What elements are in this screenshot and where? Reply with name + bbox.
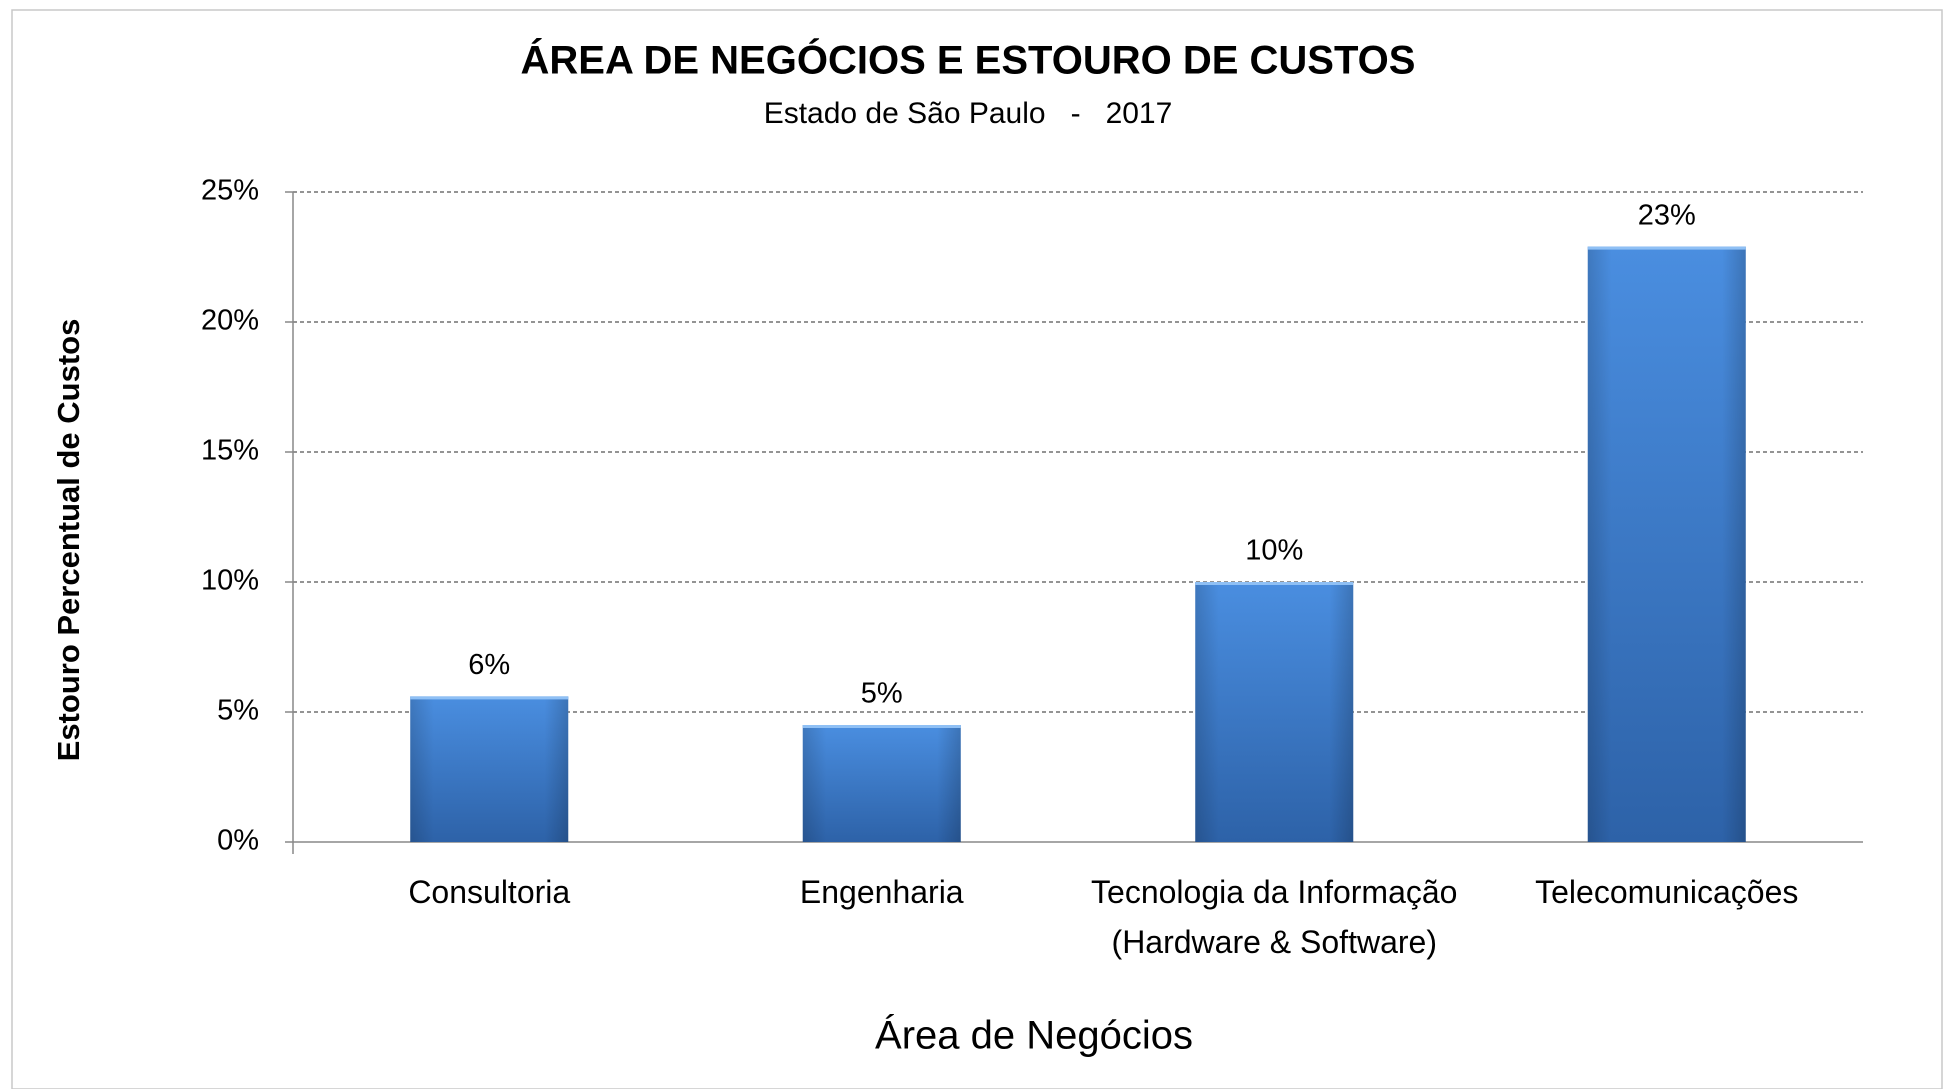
y-axis-label: Estouro Percentual de Custos xyxy=(51,319,86,762)
chart-title: ÁREA DE NEGÓCIOS E ESTOURO DE CUSTOS xyxy=(521,37,1416,83)
x-tick-label: Consultoria xyxy=(408,874,570,910)
y-tick-label: 5% xyxy=(217,695,259,727)
data-label: 10% xyxy=(1245,535,1303,567)
data-label: 23% xyxy=(1638,199,1696,231)
bar-highlight xyxy=(1195,582,1354,585)
bar-shade xyxy=(410,696,569,842)
bar-highlight xyxy=(410,696,569,700)
y-tick-label: 15% xyxy=(201,435,259,467)
bar-shade xyxy=(1587,246,1746,843)
bar-highlight xyxy=(1587,246,1746,250)
x-tick-label: Telecomunicações xyxy=(1535,874,1798,910)
y-tick-label: 0% xyxy=(217,825,259,857)
y-tick-label: 25% xyxy=(201,175,259,207)
bar-shade xyxy=(802,725,961,842)
chart-subtitle: Estado de São Paulo - 2017 xyxy=(764,97,1173,130)
y-tick-label: 20% xyxy=(201,305,259,337)
x-tick-label: Engenharia xyxy=(800,874,964,910)
data-label: 6% xyxy=(468,649,510,681)
x-tick-label: Tecnologia da Informação (Hardware & Soft… xyxy=(1091,874,1457,960)
bar-highlight xyxy=(802,725,961,728)
x-axis-label: Área de Negócios xyxy=(875,1013,1193,1058)
bar-shade xyxy=(1195,582,1354,842)
y-tick-label: 10% xyxy=(201,565,259,597)
data-label: 5% xyxy=(861,678,903,710)
